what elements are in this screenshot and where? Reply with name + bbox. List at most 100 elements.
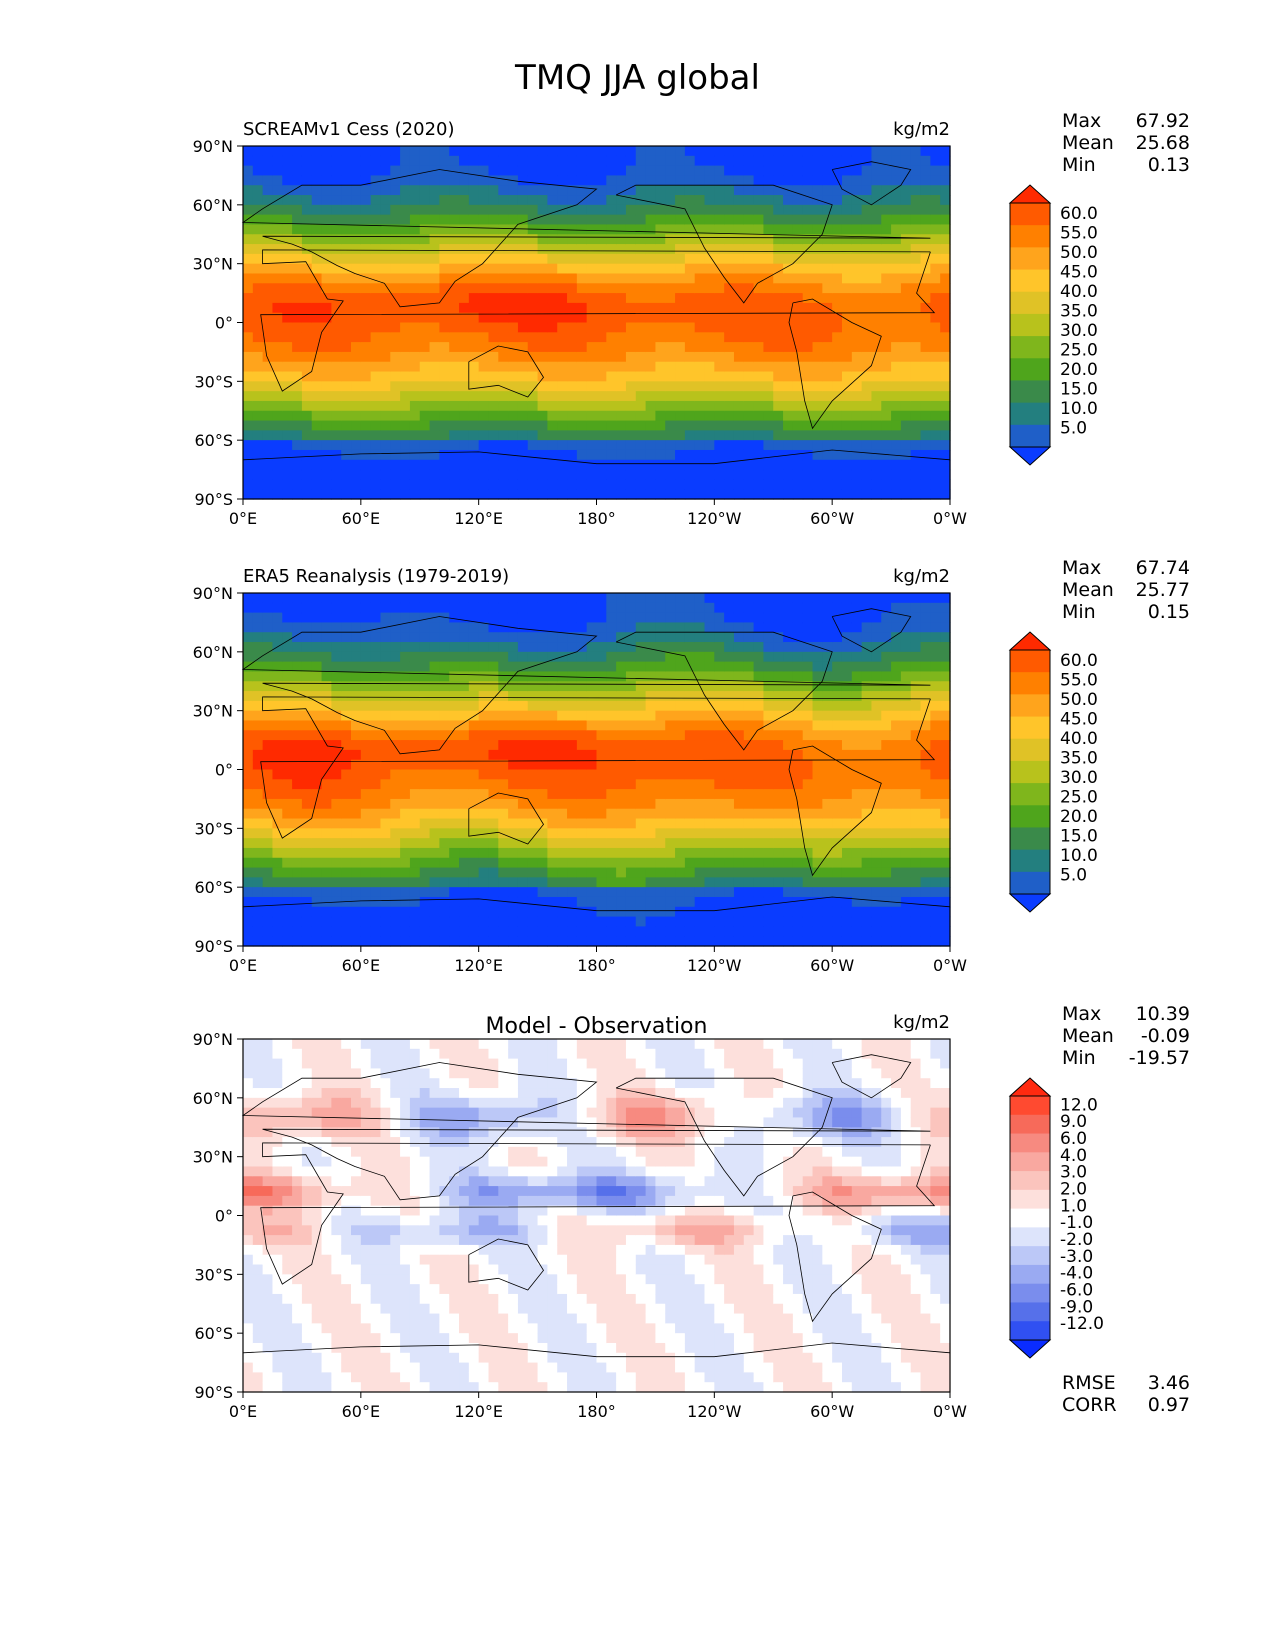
heatmap-cell (871, 420, 882, 431)
heatmap-cell (498, 710, 509, 722)
heatmap-cell (753, 273, 765, 284)
heatmap-cell (576, 322, 588, 333)
heatmap-cell (341, 234, 352, 245)
heatmap-cell (900, 224, 912, 235)
heatmap-cell (881, 283, 892, 294)
heatmap-cell (449, 440, 460, 451)
heatmap-cell (311, 926, 323, 937)
heatmap-cell (478, 710, 490, 722)
heatmap-cell (527, 244, 539, 255)
heatmap-cell (694, 175, 706, 186)
heatmap-cell (498, 322, 509, 333)
heatmap-cell (409, 146, 421, 157)
heatmap-cell (429, 479, 440, 490)
heatmap-cell (478, 632, 490, 643)
heatmap-cell (645, 224, 657, 235)
heatmap-cell (606, 165, 617, 177)
heatmap-cell (753, 700, 765, 712)
heatmap-cell (763, 469, 774, 480)
heatmap-cell (321, 612, 332, 624)
heatmap-cell (920, 263, 931, 275)
heatmap-cell (900, 430, 912, 441)
heatmap-cell (567, 185, 578, 196)
heatmap-cell (832, 769, 843, 780)
heatmap-cell (724, 720, 735, 731)
heatmap-cell (792, 420, 804, 431)
heatmap-cell (439, 906, 450, 918)
heatmap-cell (488, 632, 499, 643)
heatmap-cell (400, 887, 411, 898)
heatmap-cell (488, 244, 499, 255)
heatmap-cell (704, 312, 715, 324)
heatmap-cell (262, 651, 274, 663)
heatmap-cell (724, 195, 735, 206)
heatmap-cell (606, 293, 617, 304)
heatmap-cell (625, 651, 637, 663)
heatmap-cell (360, 740, 372, 751)
heatmap-cell (459, 808, 470, 820)
heatmap-cell (400, 381, 411, 392)
heatmap-cell (409, 730, 421, 741)
heatmap-cell (331, 234, 342, 245)
heatmap-cell (684, 838, 696, 849)
heatmap-cell (341, 759, 352, 771)
heatmap-cell (812, 602, 823, 614)
heatmap-cell (753, 681, 765, 692)
heatmap-cell (675, 622, 686, 633)
heatmap-cell (331, 700, 342, 712)
heatmap-cell (351, 175, 362, 186)
heatmap-cell (537, 651, 548, 663)
heatmap-cell (409, 459, 421, 471)
heatmap-cell (792, 651, 804, 663)
y-tick-label: 60°N (193, 196, 233, 215)
heatmap-cell (783, 671, 794, 682)
heatmap-cell (822, 430, 833, 441)
heatmap-cell (390, 204, 401, 216)
heatmap-cell (861, 642, 873, 653)
heatmap-cell (360, 381, 372, 392)
heatmap-cell (616, 351, 627, 363)
heatmap-cell (910, 430, 922, 441)
heatmap-cell (429, 808, 440, 820)
heatmap-cell (616, 720, 627, 731)
heatmap-cell (380, 155, 391, 167)
heatmap-cell (252, 214, 264, 226)
heatmap-cell (694, 828, 706, 839)
heatmap-cell (684, 779, 696, 790)
heatmap-cell (468, 449, 480, 461)
heatmap-cell (370, 195, 382, 206)
heatmap-cell (812, 175, 823, 186)
heatmap-cell (390, 351, 401, 363)
heatmap-cell (910, 244, 922, 255)
heatmap-cell (419, 798, 431, 810)
heatmap-cell (841, 936, 853, 947)
heatmap-cell (449, 381, 460, 392)
heatmap-cell (891, 381, 902, 392)
heatmap-cell (331, 185, 342, 196)
heatmap-cell (419, 926, 431, 937)
heatmap-cell (871, 155, 882, 167)
heatmap-cell (851, 906, 863, 918)
heatmap-cell (331, 283, 342, 294)
heatmap-cell (871, 661, 882, 673)
heatmap-cell (763, 691, 774, 702)
heatmap-cell (351, 312, 362, 324)
heatmap-cell (262, 867, 274, 878)
heatmap-cell (527, 720, 539, 731)
heatmap-cell (743, 798, 755, 810)
heatmap-cell (625, 838, 637, 849)
heatmap-cell (567, 838, 578, 849)
heatmap-cell (596, 420, 607, 431)
heatmap-cell (920, 244, 931, 255)
heatmap-cell (498, 244, 509, 255)
heatmap-cell (586, 818, 598, 829)
heatmap-cell (724, 283, 735, 294)
heatmap-cell (557, 730, 568, 741)
heatmap-cell (861, 430, 873, 441)
heatmap-cell (527, 681, 539, 692)
heatmap-cell (488, 469, 499, 480)
heatmap-cell (930, 155, 941, 167)
heatmap-cell (527, 479, 539, 490)
heatmap-cell (439, 165, 450, 177)
heatmap-cell (478, 691, 490, 702)
